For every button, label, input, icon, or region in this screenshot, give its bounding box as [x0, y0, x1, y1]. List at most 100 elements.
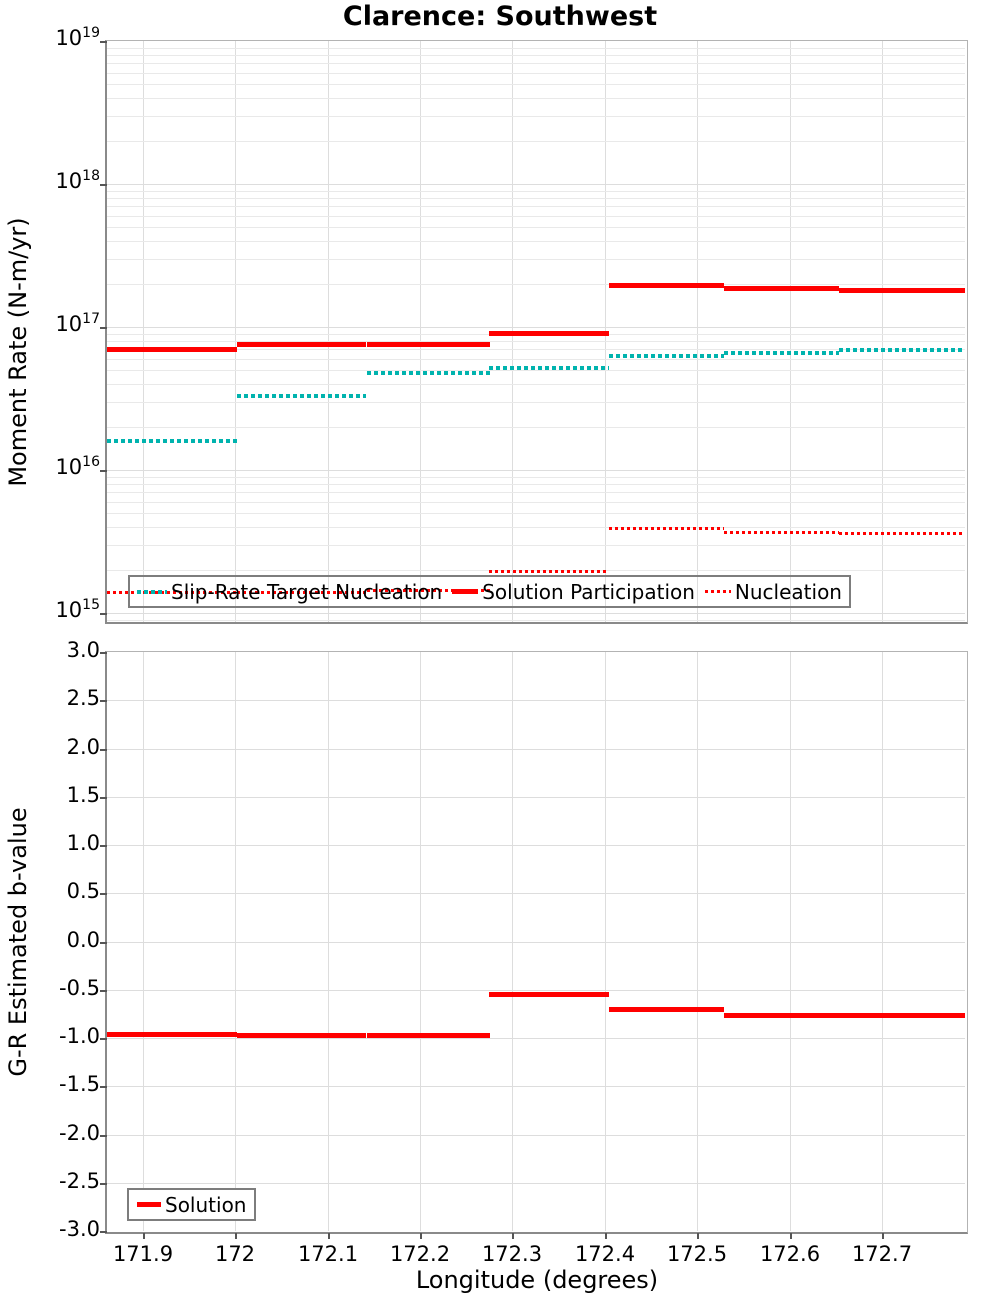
series-segment-solution [489, 992, 609, 997]
series-segment-slip-rate-target-nucleation [367, 371, 490, 375]
v-gridline [697, 652, 698, 1231]
v-gridline [605, 652, 606, 1231]
h-gridline-minor [107, 370, 965, 371]
series-segment-solution-participation [609, 283, 724, 288]
h-gridline-minor [107, 502, 965, 503]
series-segment-solution-participation [367, 342, 490, 347]
v-gridline [235, 652, 236, 1231]
series-segment-solution-participation [489, 331, 609, 336]
x-tick-label: 171.9 [112, 1242, 174, 1266]
h-gridline-minor [107, 63, 965, 64]
y-tick-label: -0.5 [59, 976, 100, 1000]
series-segment-solution [839, 1013, 965, 1018]
series-segment-nucleation [237, 591, 366, 594]
h-gridline-minor [107, 427, 965, 428]
h-gridline-minor [107, 620, 965, 621]
y-tick-mark [100, 845, 107, 847]
series-segment-slip-rate-target-nucleation [489, 366, 609, 370]
series-segment-solution [724, 1013, 839, 1018]
v-gridline [328, 652, 329, 1231]
y-tick-label: 2.5 [66, 686, 100, 710]
h-gridline [107, 700, 965, 701]
h-gridline-minor [107, 484, 965, 485]
legend-label-nucleation: Nucleation [734, 579, 842, 604]
y-tick-label: -2.0 [59, 1121, 100, 1145]
series-segment-nucleation [107, 591, 237, 594]
legend-b-value: Solution [127, 1188, 257, 1221]
y-tick-label: 1019 [55, 25, 100, 50]
y-tick-mark [100, 652, 107, 654]
v-gridline [790, 41, 791, 622]
h-gridline-minor [107, 384, 965, 385]
y-tick-mark [100, 184, 107, 186]
x-tick-mark [143, 1233, 145, 1239]
y-tick-label: -3.0 [59, 1217, 100, 1241]
legend-label-solution: Solution [165, 1192, 247, 1217]
h-gridline [107, 1086, 965, 1087]
x-tick-label: 172.7 [851, 1242, 913, 1266]
h-gridline-minor [107, 341, 965, 342]
y-tick-label: 1017 [55, 311, 100, 336]
x-tick-mark [512, 1233, 514, 1239]
h-gridline-minor [107, 48, 965, 49]
h-gridline-minor [107, 55, 965, 56]
v-gridline [420, 652, 421, 1231]
moment-rate-plot-area [105, 40, 968, 624]
series-segment-solution [367, 1033, 490, 1038]
v-gridline [512, 652, 513, 1231]
h-gridline-minor [107, 141, 965, 142]
h-gridline-major [107, 613, 965, 614]
series-segment-slip-rate-target-nucleation [724, 351, 839, 355]
h-gridline-minor [107, 73, 965, 74]
y-tick-mark [100, 41, 107, 43]
h-gridline [107, 893, 965, 894]
legend-label-solution-participation: Solution Participation [482, 579, 695, 604]
h-gridline-minor [107, 349, 965, 350]
y-tick-label: 0.5 [66, 879, 100, 903]
y-tick-label: -1.5 [59, 1072, 100, 1096]
h-gridline-minor [107, 206, 965, 207]
y-axis-title-top-text: Moment Rate (N-m/yr) [4, 217, 32, 487]
x-tick-mark [790, 1233, 792, 1239]
nucleation-line-icon [704, 590, 731, 593]
h-gridline-minor [107, 492, 965, 493]
h-gridline-major [107, 184, 965, 185]
y-tick-mark [100, 797, 107, 799]
x-tick-label: 172.4 [574, 1242, 636, 1266]
x-tick-label: 172.6 [759, 1242, 821, 1266]
legend-moment-rate: Slip-Rate Target Nucleation Solution Par… [128, 575, 851, 608]
x-axis-title: Longitude (degrees) [415, 1266, 659, 1294]
h-gridline-minor [107, 98, 965, 99]
y-tick-label: 1018 [55, 168, 100, 193]
h-gridline [107, 1183, 965, 1184]
y-tick-label: 2.0 [66, 735, 100, 759]
v-gridline [328, 41, 329, 622]
y-tick-mark [100, 893, 107, 895]
y-tick-label: -1.0 [59, 1024, 100, 1048]
x-tick-mark [882, 1233, 884, 1239]
x-tick-label: 172 [214, 1242, 256, 1266]
x-tick-mark [605, 1233, 607, 1239]
h-gridline-major [107, 327, 965, 328]
h-gridline [107, 1038, 965, 1039]
h-gridline [107, 942, 965, 943]
y-tick-mark [100, 1183, 107, 1185]
series-segment-nucleation [839, 532, 965, 535]
x-tick-label: 172.1 [297, 1242, 359, 1266]
y-tick-mark [100, 700, 107, 702]
v-gridline [882, 652, 883, 1231]
series-segment-nucleation [367, 589, 490, 592]
y-tick-label: 3.0 [66, 638, 100, 662]
x-tick-mark [697, 1233, 699, 1239]
h-gridline-minor [107, 545, 965, 546]
series-segment-solution-participation [237, 342, 366, 347]
v-gridline [790, 652, 791, 1231]
series-segment-slip-rate-target-nucleation [839, 348, 965, 352]
series-segment-slip-rate-target-nucleation [609, 354, 724, 358]
y-tick-mark [100, 1038, 107, 1040]
series-segment-nucleation [724, 531, 839, 534]
y-tick-label: 1.5 [66, 783, 100, 807]
b-value-plot-area [105, 651, 968, 1234]
x-tick-label: 172.5 [666, 1242, 728, 1266]
